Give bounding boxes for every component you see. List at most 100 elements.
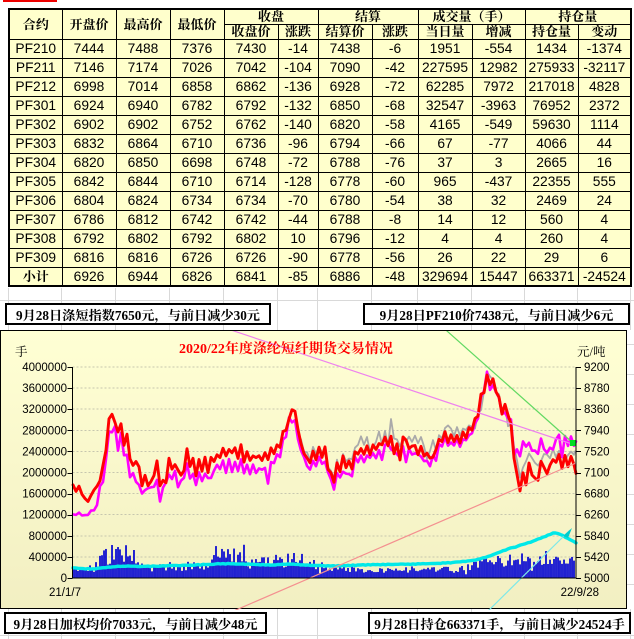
value-cell[interactable]: 1114 [577,114,632,135]
value-cell[interactable]: 7376 [169,38,225,59]
value-cell[interactable]: 6710 [169,133,225,154]
value-cell[interactable]: 6726 [169,247,225,268]
value-cell[interactable]: 1434 [524,38,579,59]
value-cell[interactable]: 6786 [61,209,117,230]
value-cell[interactable]: 4828 [577,76,632,97]
value-cell[interactable]: 29 [524,247,579,268]
value-cell[interactable]: -60 [371,171,419,192]
value-cell[interactable]: 6826 [169,266,225,287]
value-cell[interactable]: 7444 [61,38,117,59]
value-cell[interactable]: 6778 [317,247,373,268]
value-cell[interactable]: 6850 [115,152,171,173]
value-cell[interactable]: 560 [524,209,579,230]
value-cell[interactable]: 6792 [61,228,117,249]
value-cell[interactable]: -56 [371,247,419,268]
value-cell[interactable]: 6734 [169,190,225,211]
value-cell[interactable]: 3 [471,152,526,173]
value-cell[interactable]: 2372 [577,95,632,116]
value-cell[interactable]: 6944 [115,266,171,287]
value-cell[interactable]: 6794 [317,133,373,154]
value-cell[interactable]: 15447 [471,266,526,287]
value-cell[interactable]: -140 [277,114,319,135]
value-cell[interactable]: 4 [417,228,473,249]
value-cell[interactable]: -136 [277,76,319,97]
value-cell[interactable]: 2469 [524,190,579,211]
value-cell[interactable]: 6842 [61,171,117,192]
value-cell[interactable]: 1951 [417,38,473,59]
value-cell[interactable]: -44 [277,209,319,230]
value-cell[interactable]: 22 [471,247,526,268]
value-cell[interactable]: 4066 [524,133,579,154]
value-cell[interactable]: -90 [277,247,319,268]
value-cell[interactable]: -42 [371,57,419,78]
col-header-settle-change[interactable]: 涨跌 [371,23,419,40]
value-cell[interactable]: 6940 [115,95,171,116]
contract-cell[interactable]: PF303 [8,133,63,154]
value-cell[interactable]: 6802 [115,228,171,249]
callout-weighted-avg[interactable]: 9月28日加权均价7033元，与前日减少48元 [4,612,267,634]
value-cell[interactable]: 6864 [115,133,171,154]
value-cell[interactable]: 6824 [115,190,171,211]
value-cell[interactable]: 6924 [61,95,117,116]
value-cell[interactable]: 6736 [223,133,279,154]
value-cell[interactable]: 6726 [223,247,279,268]
value-cell[interactable]: 217018 [524,76,579,97]
value-cell[interactable]: 37 [417,152,473,173]
value-cell[interactable]: 7146 [61,57,117,78]
value-cell[interactable]: 12982 [471,57,526,78]
value-cell[interactable]: 6812 [115,209,171,230]
value-cell[interactable]: -66 [371,133,419,154]
value-cell[interactable]: 4 [577,228,632,249]
contract-cell[interactable]: PF304 [8,152,63,173]
value-cell[interactable]: 7972 [471,76,526,97]
value-cell[interactable]: 6792 [169,228,225,249]
value-cell[interactable]: -104 [277,57,319,78]
value-cell[interactable]: 26 [417,247,473,268]
callout-open-interest[interactable]: 9月28日持仓663371手，与前日减少24524手 [368,612,631,634]
value-cell[interactable]: 6742 [223,209,279,230]
value-cell[interactable]: 4 [471,228,526,249]
value-cell[interactable]: 275933 [524,57,579,78]
futures-chart[interactable]: 0 400000 800000 1200000 1600000 2000000 240000… [0,330,627,610]
value-cell[interactable]: 32547 [417,95,473,116]
value-cell[interactable]: 24 [577,190,632,211]
value-cell[interactable]: 6762 [223,114,279,135]
value-cell[interactable]: 38 [417,190,473,211]
value-cell[interactable]: 59630 [524,114,579,135]
value-cell[interactable]: -549 [471,114,526,135]
value-cell[interactable]: 6778 [317,171,373,192]
value-cell[interactable]: 6752 [169,114,225,135]
value-cell[interactable]: 6698 [169,152,225,173]
col-header-settle-price[interactable]: 结算价 [317,23,373,40]
callout-index[interactable]: 9月28日涤短指数7650元，与前日减少30元 [5,303,271,325]
col-header-close-price[interactable]: 收盘价 [223,23,279,40]
value-cell[interactable]: 6816 [61,247,117,268]
value-cell[interactable]: 6820 [317,114,373,135]
value-cell[interactable]: 7430 [223,38,279,59]
contract-cell[interactable]: PF305 [8,171,63,192]
contract-cell[interactable]: PF210 [8,38,63,59]
col-header-contract[interactable]: 合约 [8,8,63,40]
value-cell[interactable]: -132 [277,95,319,116]
contract-cell[interactable]: PF308 [8,228,63,249]
value-cell[interactable]: 6792 [223,95,279,116]
value-cell[interactable]: -24524 [577,266,632,287]
value-cell[interactable]: -14 [277,38,319,59]
value-cell[interactable]: -32117 [577,57,632,78]
value-cell[interactable]: -6 [371,38,419,59]
value-cell[interactable]: 663371 [524,266,579,287]
contract-cell[interactable]: PF306 [8,190,63,211]
contract-cell[interactable]: PF301 [8,95,63,116]
value-cell[interactable]: -58 [371,114,419,135]
value-cell[interactable]: 6788 [317,152,373,173]
contract-cell[interactable]: PF307 [8,209,63,230]
value-cell[interactable]: 67 [417,133,473,154]
value-cell[interactable]: 4165 [417,114,473,135]
value-cell[interactable]: 6804 [61,190,117,211]
value-cell[interactable]: 62285 [417,76,473,97]
value-cell[interactable]: -68 [371,95,419,116]
contract-cell[interactable]: PF302 [8,114,63,135]
contract-cell[interactable]: PF309 [8,247,63,268]
value-cell[interactable]: -72 [371,76,419,97]
value-cell[interactable]: 6710 [169,171,225,192]
